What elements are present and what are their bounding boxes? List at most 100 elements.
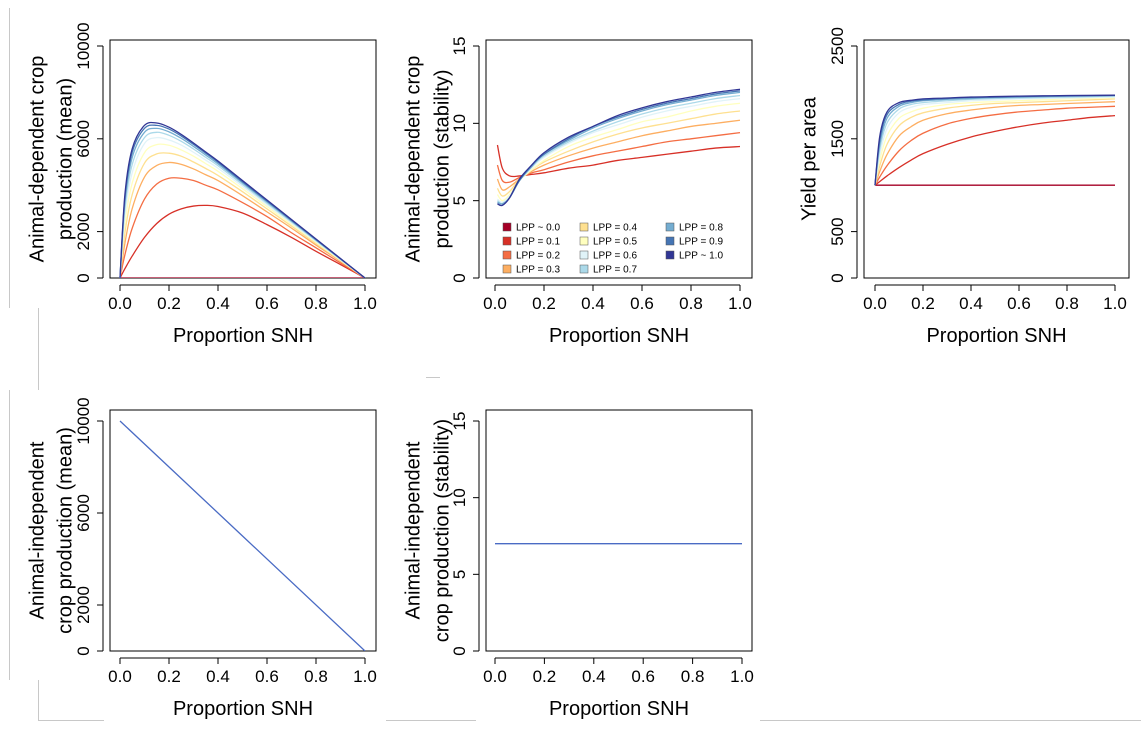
x-tick-label: 0.4: [206, 294, 230, 313]
series-line-10: [497, 88, 741, 207]
y-axis-label: Animal-independent: [26, 441, 48, 619]
x-axis-label: Proportion SNH: [173, 698, 313, 720]
y-tick-label: 6000: [74, 120, 93, 158]
series-line-4: [496, 110, 741, 197]
crop-edge-4: [38, 680, 39, 720]
x-axis-label: Proportion SNH: [549, 698, 689, 720]
x-tick-label: 0.2: [532, 294, 556, 313]
crop-edge-7: [760, 720, 1141, 721]
plot-frame: [109, 409, 377, 652]
y-axis-label: Animal-dependent crop: [26, 56, 48, 263]
legend-label: LPP = 0.5: [593, 237, 637, 248]
x-tick-label: 0.8: [304, 294, 328, 313]
x-tick-label: 1.0: [730, 667, 754, 686]
legend-label: LPP = 0.6: [593, 251, 637, 262]
series-line-2: [874, 105, 1116, 186]
y-axis-label: Yield per area: [798, 96, 820, 221]
crop-edge-1: [9, 8, 10, 308]
x-tick-label: 0.0: [483, 667, 507, 686]
legend-label: LPP = 0.3: [516, 265, 560, 276]
chart-p5: 0.0 0.2 0.4 0.6 0.8 1.0 Proportion SNH 0 5 10 15 An…: [402, 409, 754, 720]
x-tick-label: 0.6: [631, 667, 655, 686]
y-tick-label: 6000: [74, 494, 93, 532]
y-tick-label: 500: [828, 217, 847, 245]
x-tick-label: 1.0: [1103, 294, 1127, 313]
legend-label: LPP = 0.1: [516, 237, 560, 248]
series-line-10: [119, 121, 366, 278]
series-line-1: [874, 114, 1116, 186]
series-line-5: [119, 143, 366, 278]
series-line-2: [496, 131, 741, 184]
y-tick-label: 5: [450, 570, 469, 579]
y-tick-label: 2500: [828, 27, 847, 65]
plot-frame: [485, 39, 753, 279]
x-tick-label: 0.6: [255, 667, 279, 686]
series-line-10: [874, 94, 1116, 186]
series-line-7: [874, 95, 1116, 186]
x-tick-label: 0.8: [304, 667, 328, 686]
x-tick-label: 0.0: [108, 667, 132, 686]
legend-swatch: [502, 264, 512, 274]
x-tick-label: 0.0: [108, 294, 132, 313]
x-tick-label: 1.0: [353, 667, 377, 686]
series-line-3: [874, 101, 1116, 186]
plot-frame: [109, 39, 377, 279]
x-tick-label: 0.6: [1007, 294, 1031, 313]
x-tick-label: 0.4: [206, 667, 230, 686]
y-tick-label: 2000: [74, 213, 93, 251]
x-tick-label: 0.6: [255, 294, 279, 313]
chart-p4: 0.0 0.2 0.4 0.6 0.8 1.0 Proportion SNH 0 2000 600…: [26, 397, 377, 720]
y-tick-label: 0: [74, 273, 93, 282]
legend-label: LPP = 0.4: [593, 223, 637, 234]
legend-label: LPP = 0.8: [679, 223, 723, 234]
y-tick-label: 0: [74, 646, 93, 655]
y-tick-label: 2000: [74, 586, 93, 624]
chart-p2: 0.0 0.2 0.4 0.6 0.8 1.0 Proportion SNH 0 5 10 15 An…: [402, 37, 753, 347]
y-tick-label: 1500: [828, 120, 847, 158]
legend-swatch: [502, 222, 512, 232]
y-axis-label: crop production (stability): [431, 419, 453, 642]
legend-swatch: [579, 264, 589, 274]
crop-edge-2: [38, 308, 39, 390]
series-line-6: [119, 136, 366, 278]
legend-swatch: [665, 236, 675, 246]
series-line-8: [497, 91, 741, 205]
legend: LPP ~ 0.0 LPP = 0.1 LPP = 0.2 LPP = 0.3 LPP …: [502, 222, 723, 276]
x-tick-label: 0.8: [1055, 294, 1079, 313]
y-axis-label: production (mean): [54, 78, 76, 240]
crop-edge-5: [38, 720, 104, 721]
x-tick-label: 0.8: [681, 667, 705, 686]
series-line-5: [496, 102, 741, 202]
x-tick-label: 0.2: [911, 294, 935, 313]
series-line-6: [874, 96, 1116, 186]
series-line-5: [874, 97, 1116, 186]
legend-swatch: [579, 222, 589, 232]
x-tick-label: 0.4: [582, 667, 606, 686]
x-tick-label: 0.0: [863, 294, 887, 313]
y-axis-label: production (stability): [431, 70, 453, 249]
series-line-2: [119, 177, 366, 278]
legend-swatch: [502, 250, 512, 260]
plot-frame: [485, 409, 753, 652]
y-axis-label: crop production (mean): [54, 427, 76, 634]
y-tick-label: 10: [450, 488, 469, 507]
legend-swatch: [502, 236, 512, 246]
y-tick-label: 15: [450, 37, 469, 56]
x-axis-label: Proportion SNH: [549, 325, 689, 347]
y-tick-label: 0: [828, 273, 847, 282]
y-axis-label: Animal-dependent crop: [402, 56, 424, 263]
y-tick-label: 10: [450, 114, 469, 133]
legend-label: LPP = 0.2: [516, 251, 560, 262]
y-tick-label: 10000: [74, 397, 93, 444]
series-line-0: [119, 420, 366, 651]
y-axis-label: Animal-independent: [402, 441, 424, 619]
legend-label: LPP ~ 0.0: [516, 223, 560, 234]
plot-frame: [863, 39, 1130, 279]
legend-swatch: [665, 250, 675, 260]
y-tick-label: 0: [450, 646, 469, 655]
x-tick-label: 0.0: [483, 294, 507, 313]
chart-p1: 0.0 0.2 0.4 0.6 0.8 1.0 Proportion SNH 0 2000 600…: [26, 22, 377, 347]
x-tick-label: 0.2: [157, 667, 181, 686]
legend-swatch: [579, 250, 589, 260]
x-tick-label: 1.0: [353, 294, 377, 313]
